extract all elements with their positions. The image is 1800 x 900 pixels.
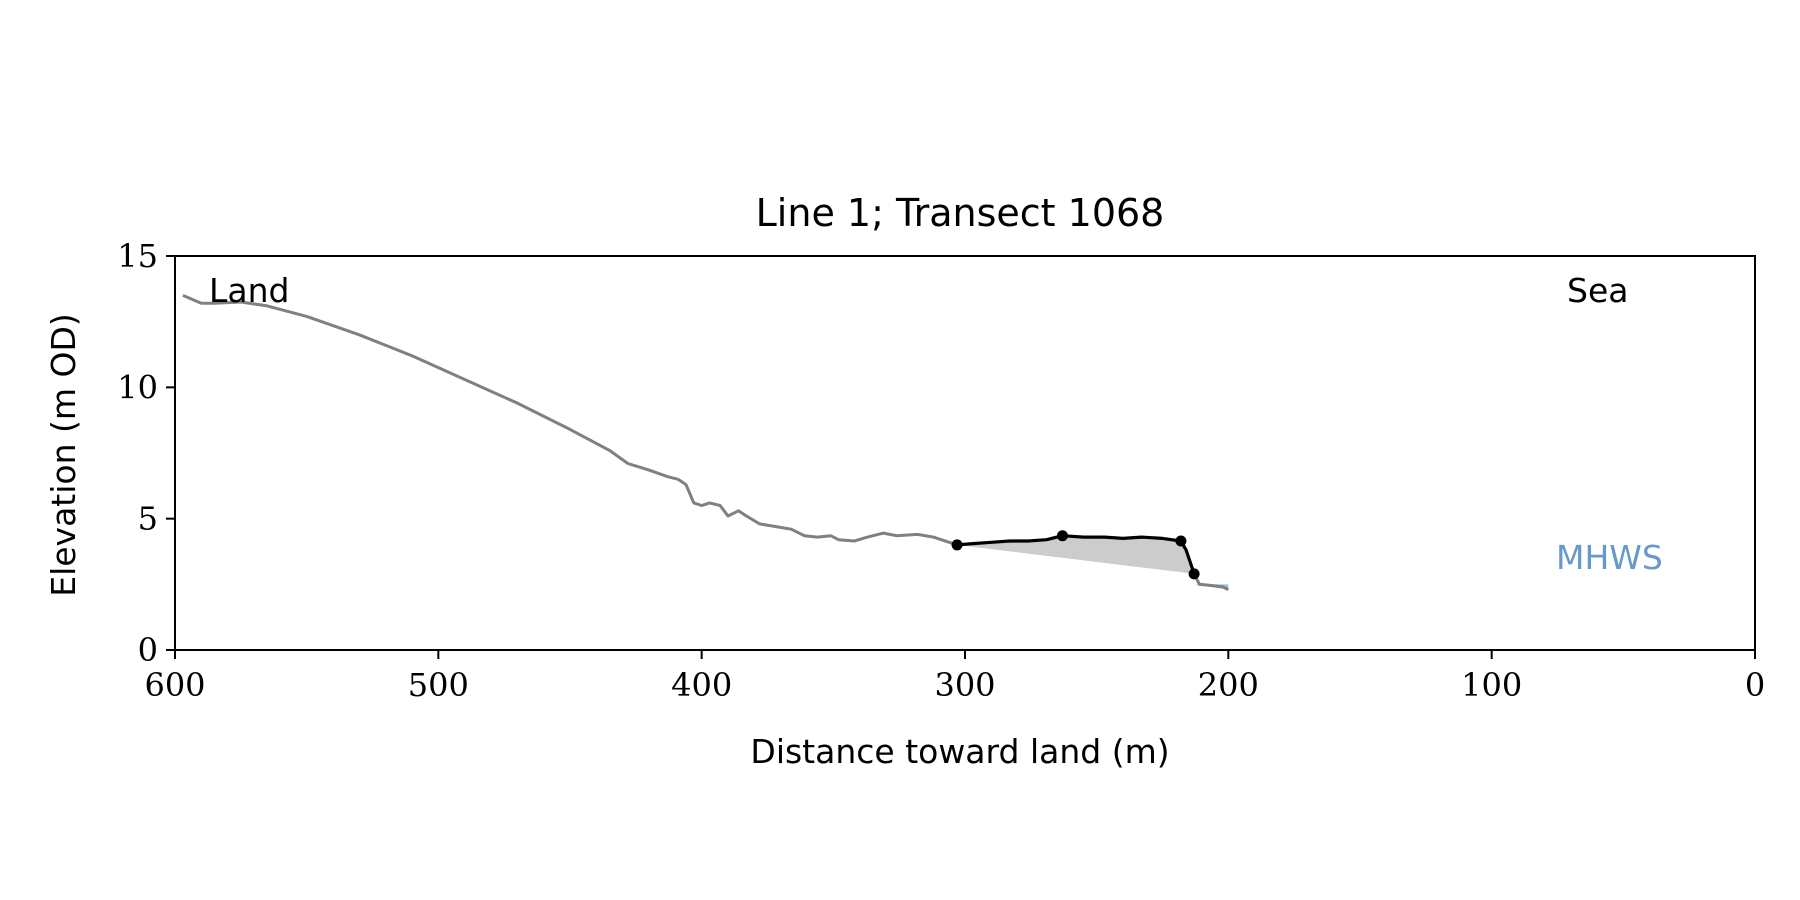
- feature-line: [956, 534, 1196, 575]
- x-tick-label: 200: [1198, 666, 1259, 704]
- x-tick-label: 100: [1461, 666, 1522, 704]
- mhws-label: MHWS: [1556, 538, 1663, 577]
- x-tick-label: 400: [671, 666, 732, 704]
- y-tick-label: 10: [117, 368, 158, 406]
- x-tick-label: 500: [408, 666, 469, 704]
- feature-fill-area: [957, 535, 1195, 574]
- plot-area: [182, 294, 1229, 591]
- feature-point: [951, 539, 963, 551]
- chart-title: Line 1; Transect 1068: [756, 191, 1165, 235]
- land-annotation: Land: [209, 271, 289, 310]
- x-axis-label: Distance toward land (m): [750, 732, 1169, 771]
- tick-group: 600 500 400 300 200 100 0 0 5 10 15: [117, 237, 1765, 704]
- ground-profile-line: [182, 294, 958, 547]
- seaward-profile-line: [1192, 573, 1229, 591]
- y-axis-label: Elevation (m OD): [44, 313, 83, 597]
- feature-point: [1175, 535, 1187, 547]
- y-tick-label: 0: [138, 631, 158, 669]
- y-tick-label: 5: [138, 500, 158, 538]
- feature-point: [1056, 530, 1068, 542]
- y-tick-label: 15: [117, 237, 158, 275]
- sea-annotation: Sea: [1567, 271, 1628, 310]
- x-tick-label: 0: [1745, 666, 1765, 704]
- x-tick-label: 600: [144, 666, 205, 704]
- feature-point: [1188, 568, 1200, 580]
- x-tick-label: 300: [934, 666, 995, 704]
